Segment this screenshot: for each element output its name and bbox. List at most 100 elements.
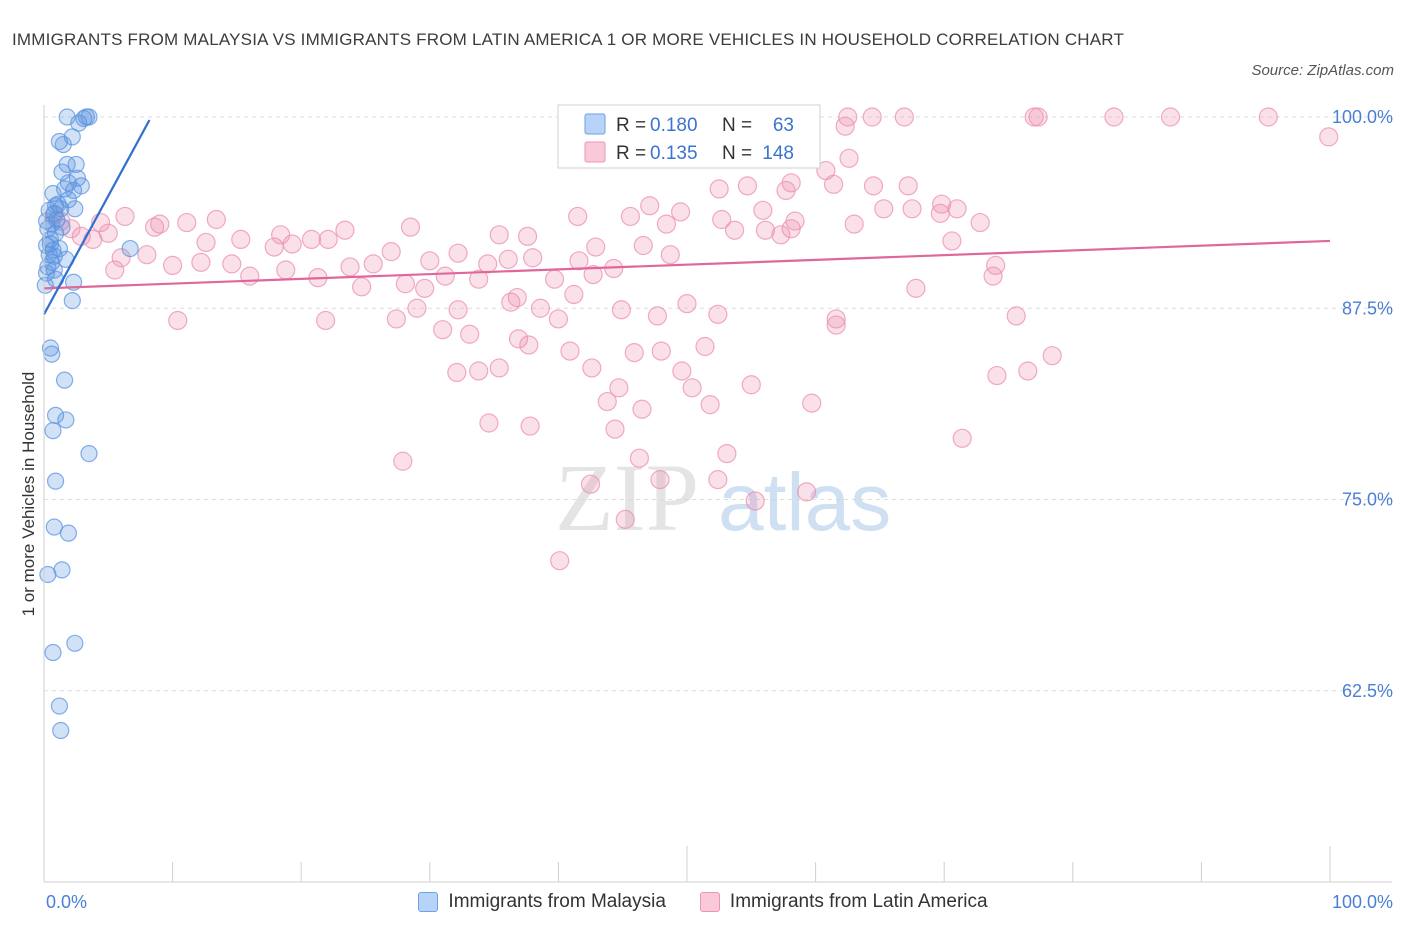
data-point-latin-america — [682, 378, 702, 398]
data-point-latin-america — [448, 300, 468, 320]
data-point-latin-america — [771, 225, 791, 245]
data-point-malaysia — [57, 411, 75, 429]
data-point-latin-america — [177, 212, 197, 233]
data-point-latin-america — [632, 399, 652, 419]
data-point-latin-america — [469, 269, 489, 289]
data-point-latin-america — [615, 509, 635, 529]
data-point-latin-america — [231, 229, 251, 249]
data-point-latin-america — [796, 482, 817, 502]
data-point-latin-america — [672, 361, 692, 381]
data-point-malaysia — [63, 292, 81, 310]
data-point-latin-america — [191, 252, 211, 272]
data-point-latin-america — [906, 278, 926, 298]
data-point-latin-america — [144, 217, 165, 237]
data-point-latin-america — [168, 310, 188, 331]
data-point-latin-america — [105, 260, 125, 280]
data-point-latin-america — [670, 202, 691, 222]
data-point-latin-america — [700, 395, 720, 415]
data-point-malaysia — [72, 177, 90, 195]
legend-n-label-1: N = — [722, 115, 752, 136]
legend-n-value-2: 148 — [762, 143, 794, 164]
data-point-latin-america — [629, 448, 650, 468]
data-point-latin-america — [844, 214, 864, 234]
data-point-latin-america — [222, 254, 242, 274]
data-point-latin-america — [983, 266, 1003, 286]
data-point-latin-america — [435, 266, 455, 286]
data-point-latin-america — [586, 237, 606, 257]
data-point-latin-america — [835, 116, 855, 136]
data-point-latin-america — [737, 176, 758, 196]
data-point-latin-america — [708, 304, 728, 324]
data-point-latin-america — [755, 220, 776, 240]
data-point-latin-america — [724, 220, 745, 240]
data-point-latin-america — [624, 343, 644, 363]
data-point-latin-america — [695, 336, 715, 357]
data-point-latin-america — [640, 196, 660, 216]
data-point-latin-america — [1006, 306, 1026, 326]
data-point-malaysia — [36, 276, 54, 294]
data-point-latin-america — [569, 251, 589, 271]
data-point-latin-america — [863, 176, 884, 196]
legend-bottom-swatch-malaysia — [418, 892, 439, 912]
data-point-latin-america — [753, 200, 773, 220]
legend-n-label-2: N = — [722, 143, 752, 164]
legend-r-value-2: 0.135 — [650, 143, 698, 164]
legend-top: R = 0.180 N = 63 R = 0.135 N = 148 — [557, 104, 821, 169]
data-point-malaysia — [53, 218, 71, 236]
data-point-malaysia — [49, 195, 67, 213]
data-point-latin-america — [393, 451, 413, 471]
data-point-malaysia — [46, 472, 65, 490]
series-latin-america-points — [44, 107, 1339, 571]
legend-r-label-2: R = — [616, 143, 646, 164]
data-point-malaysia — [54, 135, 72, 154]
series-malaysia-points — [36, 108, 139, 740]
data-point-malaysia — [53, 163, 71, 181]
data-point-latin-america — [276, 260, 296, 280]
data-point-latin-america — [519, 335, 539, 355]
data-point-latin-america — [137, 245, 157, 265]
data-point-latin-america — [163, 255, 183, 276]
data-point-latin-america — [352, 277, 372, 297]
data-point-latin-america — [448, 243, 468, 263]
data-point-latin-america — [363, 254, 383, 274]
data-point-latin-america — [1042, 346, 1062, 366]
y-tick-label: 75.0% — [1342, 490, 1393, 510]
data-point-latin-america — [902, 199, 922, 219]
data-point-malaysia — [52, 721, 70, 740]
data-point-malaysia — [44, 422, 62, 440]
data-point-malaysia — [121, 239, 139, 258]
legend-swatch-malaysia — [584, 113, 606, 135]
data-point-latin-america — [1104, 107, 1124, 127]
data-point-malaysia — [66, 634, 84, 652]
data-point-latin-america — [947, 199, 967, 219]
data-point-latin-america — [647, 306, 668, 326]
data-point-latin-america — [717, 444, 737, 464]
data-point-latin-america — [609, 378, 629, 398]
data-point-latin-america — [282, 234, 302, 254]
data-point-latin-america — [433, 320, 453, 340]
data-point-latin-america — [597, 391, 617, 412]
data-point-latin-america — [206, 209, 226, 230]
x-tick-label: 0.0% — [46, 892, 87, 912]
y-tick-label: 62.5% — [1342, 681, 1393, 701]
data-point-latin-america — [150, 214, 170, 234]
data-point-latin-america — [656, 214, 677, 234]
legend-bottom-label-latin-america: Immigrants from Latin America — [729, 891, 988, 912]
data-point-latin-america — [1319, 127, 1339, 147]
data-point-latin-america — [776, 180, 796, 201]
data-point-malaysia — [80, 445, 98, 463]
data-point-latin-america — [620, 206, 641, 227]
watermark-zip: ZIP — [555, 444, 699, 551]
data-point-latin-america — [824, 174, 844, 194]
legend-item-malaysia: Immigrants from Malaysia — [418, 891, 666, 913]
legend-n-value-1: 63 — [773, 115, 794, 136]
data-point-latin-america — [508, 329, 529, 349]
data-point-latin-america — [196, 232, 216, 253]
data-point-latin-america — [745, 491, 765, 511]
data-point-malaysia — [37, 264, 56, 282]
data-point-latin-america — [498, 249, 518, 269]
data-point-latin-america — [582, 358, 602, 378]
data-point-latin-america — [605, 419, 625, 439]
data-point-latin-america — [1018, 361, 1038, 381]
